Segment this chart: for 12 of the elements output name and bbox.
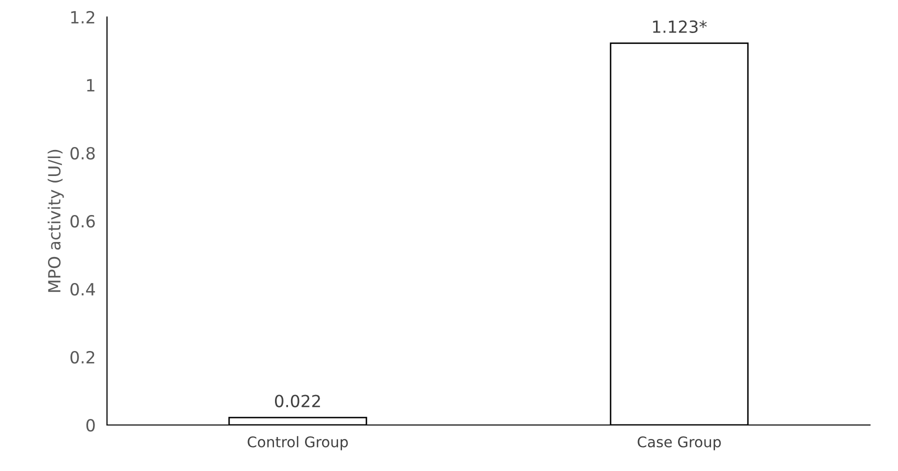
data-label: 1.123* [653,20,707,34]
y-tick-label: 0.4 [70,282,95,296]
y-tick-label: 1 [87,79,94,92]
y-axis-title: MPO activity (U/l) [48,150,64,292]
x-tick-label: Control Group [248,436,348,450]
data-label: 0.022 [274,394,320,408]
y-tick-label: 0 [86,418,95,432]
y-tick-label: 0.6 [70,214,95,228]
y-tick-label: 0.8 [70,146,95,160]
x-tick-label: Case Group [638,436,721,450]
y-tick-label: 1.2 [71,10,94,24]
y-tick-label: 0.2 [70,350,94,364]
